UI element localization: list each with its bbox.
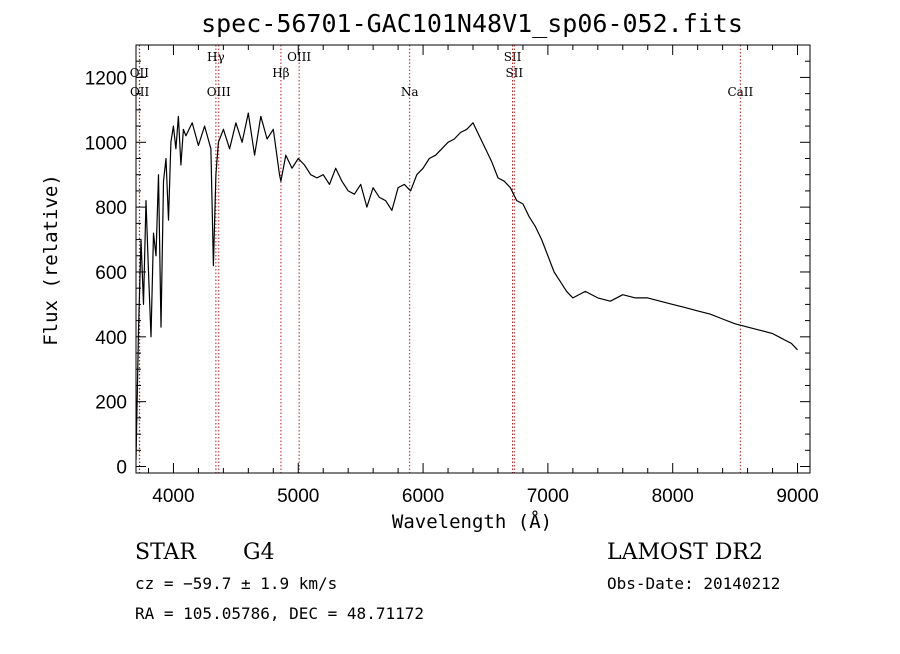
x-tick-label: 7000 [527,486,569,507]
x-tick-label: 5000 [277,486,319,507]
y-tick-label: 600 [95,263,127,284]
x-axis-ticks: 4000 5000 6000 7000 8000 9000 [147,45,819,507]
y-tick-label: 400 [95,328,127,349]
line-marker-label: OIII [207,85,231,99]
line-marker-label: Hγ [207,50,225,64]
object-subclass: G4 [243,540,275,565]
y-tick-label: 1000 [85,133,127,154]
x-tick-label: 9000 [776,486,818,507]
spectrum-series [136,112,798,461]
chart-title: spec-56701-GAC101N48V1_sp06-052.fits [201,9,743,38]
y-axis-label: Flux (relative) [40,174,62,346]
line-marker-label: OIII [287,50,311,64]
line-marker-label: SII [504,50,522,64]
redshift-velocity: cz = −59.7 ± 1.9 km/s [135,574,337,593]
x-tick-label: 6000 [402,486,444,507]
y-tick-label: 1200 [85,68,127,89]
x-axis-label: Wavelength (Å) [392,510,552,533]
line-marker-label: CaII [727,85,753,99]
y-tick-label: 800 [95,198,127,219]
object-class: STAR [135,540,197,565]
sky-coordinates: RA = 105.05786, DEC = 48.71172 [135,604,424,623]
x-tick-label: 4000 [152,486,194,507]
y-tick-label: 200 [95,393,127,414]
line-marker-label: Na [401,85,419,99]
line-marker-label: SII [505,66,523,80]
observation-date: Obs-Date: 20140212 [607,574,780,593]
survey-name: LAMOST DR2 [607,540,763,565]
plot-frame [135,44,811,474]
line-marker-label: Hβ [272,66,289,80]
line-marker-label: OII [130,85,150,99]
spectrum-line [136,112,798,461]
y-axis-ticks: 0 200 400 600 800 1000 1200 [85,60,810,479]
y-tick-label: 0 [116,458,127,479]
x-tick-label: 8000 [652,486,694,507]
